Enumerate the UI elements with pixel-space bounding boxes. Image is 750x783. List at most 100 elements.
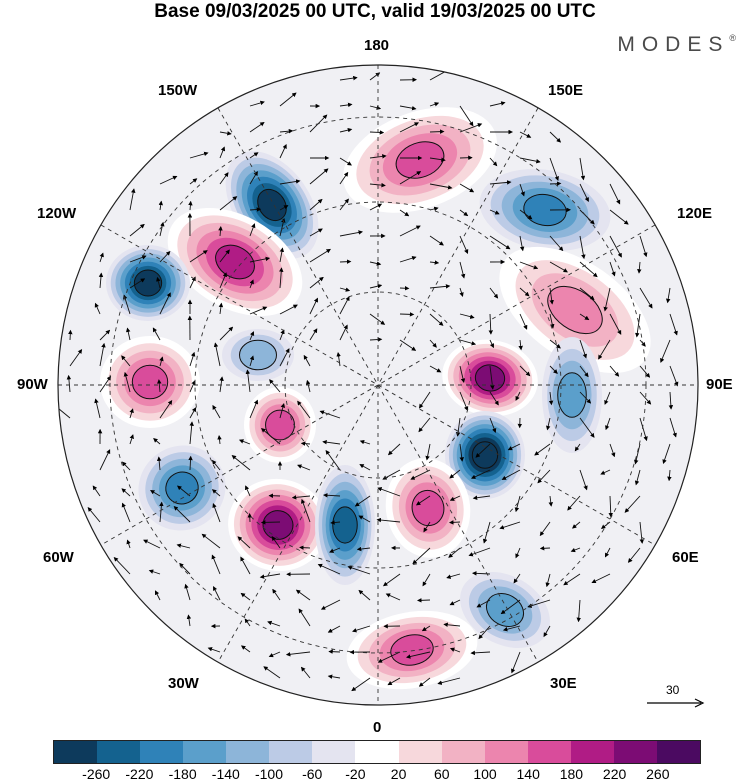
colorbar-bin — [656, 741, 700, 763]
wind-arrow — [459, 287, 464, 297]
reference-vector-value: 30 — [666, 683, 680, 697]
wind-arrow — [201, 533, 221, 549]
wind-arrow — [639, 417, 648, 442]
wind-arrow — [600, 469, 611, 475]
wind-arrow — [499, 521, 521, 530]
wind-arrow — [459, 391, 469, 412]
wind-arrow — [189, 250, 208, 263]
wind-arrow — [339, 198, 349, 211]
modes-logo: MODES® — [617, 33, 736, 57]
wind-arrow — [309, 198, 323, 211]
wind-arrow — [279, 348, 290, 367]
wind-arrow — [429, 129, 445, 134]
wind-arrow — [121, 502, 131, 523]
wind-arrow — [488, 313, 493, 335]
wind-arrow — [279, 247, 285, 263]
wind-arrow — [519, 157, 541, 164]
wind-arrow — [443, 622, 461, 628]
wind-arrow — [356, 546, 371, 552]
wind-arrow — [574, 443, 581, 452]
colorbar-bin — [226, 741, 270, 763]
wind-arrow — [159, 175, 178, 185]
wind-arrow — [534, 443, 551, 456]
wind-arrow — [369, 261, 382, 266]
wind-arrow — [249, 121, 265, 133]
wind-arrow — [608, 495, 613, 518]
wind-arrow — [213, 342, 221, 367]
wind-arrow — [295, 589, 311, 601]
lon-label-150e: 150E — [548, 82, 584, 99]
positive-anomaly — [346, 610, 478, 690]
colorbar-tick-label: 20 — [390, 766, 407, 782]
wind-arrow — [322, 439, 341, 445]
wind-arrow — [123, 371, 131, 393]
wind-arrow — [300, 666, 311, 679]
wind-arrow — [121, 488, 131, 497]
wind-arrow — [369, 130, 385, 135]
wind-arrow — [665, 287, 671, 304]
wind-arrow — [437, 677, 461, 685]
lon-label-0: 0 — [373, 719, 382, 736]
wind-arrow — [94, 302, 101, 315]
wind-arrow — [514, 495, 521, 513]
wind-arrow — [249, 331, 255, 341]
wind-arrow — [468, 547, 491, 557]
wind-arrow — [263, 666, 281, 679]
wind-arrow — [429, 102, 440, 107]
wind-arrow — [406, 651, 431, 659]
wind-arrow — [319, 410, 341, 419]
colorbar-bin — [183, 741, 227, 763]
wind-arrow — [240, 645, 251, 653]
negative-anomaly — [445, 411, 525, 499]
graticule — [58, 65, 698, 705]
wind-arrow — [129, 278, 146, 289]
wind-arrow — [579, 157, 586, 181]
wind-arrow — [249, 100, 265, 107]
wind-arrow — [418, 677, 431, 687]
wind-arrow — [545, 417, 551, 431]
wind-arrow — [669, 417, 677, 438]
wind-arrow — [352, 625, 371, 633]
wind-arrow — [309, 248, 331, 263]
wind-arrow — [579, 313, 590, 321]
wind-arrow — [637, 261, 642, 274]
wind-arrow — [113, 556, 131, 575]
colorbar-bin — [527, 741, 571, 763]
wind-arrow — [549, 157, 559, 181]
wind-arrow — [351, 677, 371, 692]
wind-arrow — [268, 651, 281, 658]
wind-arrow — [261, 428, 281, 445]
wind-arrow — [399, 122, 420, 133]
wind-arrow — [303, 354, 311, 367]
wind-arrow — [339, 324, 348, 341]
wind-arrow — [572, 521, 581, 529]
wind-arrow — [446, 573, 461, 579]
wind-arrow — [429, 313, 444, 326]
wind-arrow — [639, 391, 652, 405]
wind-arrow — [489, 157, 498, 167]
wind-arrow — [189, 151, 209, 159]
wind-arrow — [156, 456, 162, 471]
wind-arrow — [219, 196, 238, 211]
wind-arrow — [278, 267, 284, 289]
lon-label-90e: 90E — [706, 376, 733, 393]
wind-arrow — [412, 547, 431, 565]
colorbar-tick-label: -140 — [211, 766, 240, 782]
wind-arrow — [309, 276, 324, 289]
wind-arrow — [662, 443, 671, 465]
wind-arrow — [429, 260, 440, 265]
wind-arrow — [369, 203, 383, 211]
wind-arrow — [376, 517, 401, 523]
wind-arrow — [245, 485, 251, 497]
negative-anomaly — [106, 245, 190, 321]
wind-arrow — [159, 292, 171, 315]
wind-arrow — [297, 400, 311, 419]
colorbar-bin — [613, 741, 657, 763]
colorbar-tick-label: 260 — [646, 766, 670, 782]
wind-arrow — [129, 434, 134, 445]
wind-arrow — [579, 209, 595, 225]
wind-arrow — [245, 369, 251, 393]
wind-arrow — [339, 102, 353, 108]
wind-arrow — [669, 313, 678, 336]
wind-arrow — [519, 313, 528, 330]
